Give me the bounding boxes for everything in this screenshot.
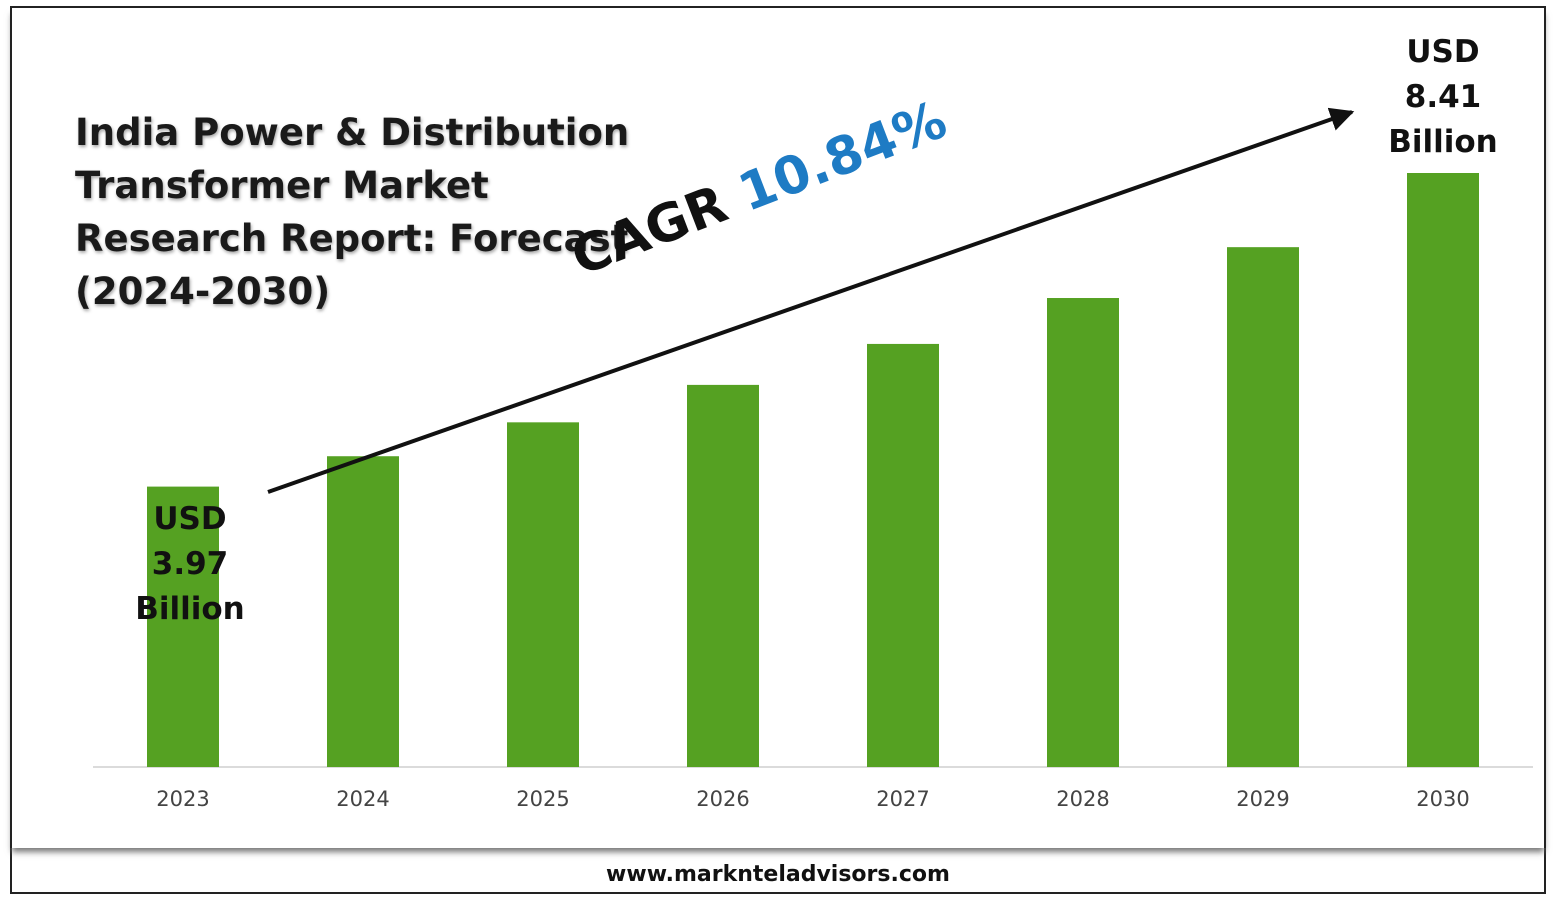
end-callout-line-1: USD [1406, 34, 1480, 70]
bar-2027 [867, 343, 939, 767]
x-tick-2028: 2028 [1056, 787, 1109, 811]
title-line-4: (2024-2030) [75, 270, 331, 313]
bar-2024 [327, 456, 399, 767]
bar-2025 [507, 422, 579, 767]
title-line-1: India Power & Distribution [75, 111, 630, 154]
x-tick-2025: 2025 [516, 787, 569, 811]
title-line-2: Transformer Market [75, 164, 489, 207]
bar-2023 [147, 486, 219, 767]
start-callout-line-2: 3.97 [151, 546, 229, 582]
bar-2030 [1407, 173, 1479, 767]
end-callout-line-3: Billion [1388, 124, 1498, 160]
growth-arrow [267, 107, 1355, 494]
end-callout-line-2: 8.41 [1404, 79, 1482, 115]
bar-2029 [1227, 247, 1299, 767]
title-line-3: Research Report: Forecast [75, 217, 629, 260]
x-tick-2024: 2024 [336, 787, 389, 811]
bar-2028 [1047, 298, 1119, 767]
x-tick-2027: 2027 [876, 787, 929, 811]
end-value-callout: USD 8.41 Billion [1363, 30, 1523, 165]
start-callout-line-3: Billion [135, 591, 245, 627]
start-value-callout: USD 3.97 Billion [110, 497, 270, 632]
chart-title: India Power & Distribution Transformer M… [75, 106, 635, 318]
x-tick-2026: 2026 [696, 787, 749, 811]
start-callout-line-1: USD [153, 501, 227, 537]
x-tick-2029: 2029 [1236, 787, 1289, 811]
bar-2026 [687, 384, 759, 767]
x-tick-labels: 2023 2024 2025 2026 2027 2028 2029 2030 [156, 787, 1469, 811]
x-tick-2030: 2030 [1416, 787, 1469, 811]
website-footer: www.marknteladvisors.com [606, 862, 950, 887]
bars-group [147, 173, 1479, 767]
x-tick-2023: 2023 [156, 787, 209, 811]
